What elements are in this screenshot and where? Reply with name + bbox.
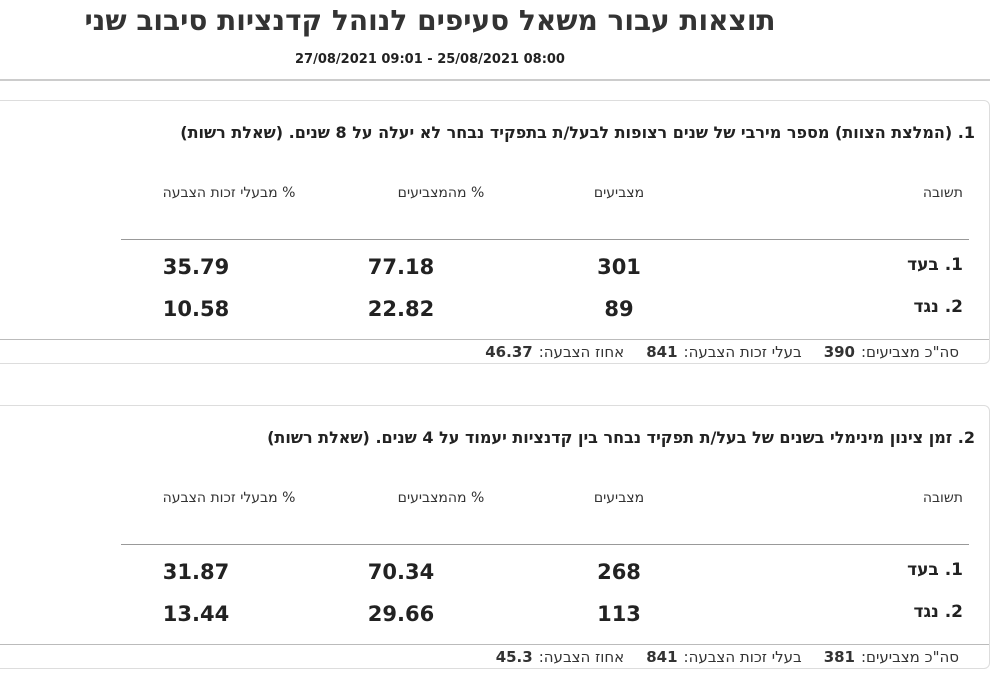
column-header: % מבעלי זכות הצבעה bbox=[162, 490, 296, 506]
total-label: אחוז הצבעה: bbox=[538, 648, 625, 666]
totals: סה"כ מצביעים: 390 בעלי זכות הצבעה: 841 אחוז … bbox=[463, 343, 959, 361]
result-value: 10.58 bbox=[162, 297, 230, 321]
column-header: תשובה bbox=[922, 490, 963, 506]
total-item: אחוז הצבעה: 46.37 bbox=[479, 343, 624, 361]
result-value: 268 bbox=[597, 560, 641, 584]
page-title: תוצאות עבור משאל סעיפים לנוהל קדנציות סי… bbox=[84, 4, 776, 37]
result-value: 29.66 bbox=[367, 602, 435, 626]
total-value: 46.37 bbox=[485, 343, 533, 361]
result-value: 77.18 bbox=[367, 255, 435, 279]
answer: 2. נגד bbox=[913, 602, 963, 622]
total-item: בעלי זכות הצבעה: 841 bbox=[640, 343, 801, 361]
total-item: בעלי זכות הצבעה: 841 bbox=[640, 648, 801, 666]
divider bbox=[0, 79, 990, 81]
question-title: 2. זמן צינון מינימלי בשנים של בעל/ת תפקי… bbox=[267, 428, 975, 447]
question-card: 2. זמן צינון מינימלי בשנים של בעל/ת תפקי… bbox=[0, 405, 990, 669]
column-header: מצביעים bbox=[593, 185, 645, 201]
answer: 2. נגד bbox=[913, 297, 963, 317]
header-rule bbox=[121, 239, 969, 240]
result-value: 13.44 bbox=[162, 602, 230, 626]
total-value: 381 bbox=[823, 648, 855, 666]
column-header: מצביעים bbox=[593, 490, 645, 506]
question-card: 1. (המלצת הצוות) מספר מירבי של שנים רצופ… bbox=[0, 100, 990, 364]
total-value: 390 bbox=[823, 343, 855, 361]
total-value: 841 bbox=[646, 648, 678, 666]
total-label: סה"כ מצביעים: bbox=[861, 648, 959, 666]
total-value: 45.3 bbox=[495, 648, 533, 666]
answer: 1. בעד bbox=[907, 255, 963, 275]
total-label: בעלי זכות הצבעה: bbox=[683, 648, 802, 666]
column-header: % מהמצביעים bbox=[397, 490, 485, 506]
date-range: 27/08/2021 09:01 - 25/08/2021 08:00 bbox=[295, 52, 565, 67]
total-label: בעלי זכות הצבעה: bbox=[683, 343, 802, 361]
column-header: % מבעלי זכות הצבעה bbox=[162, 185, 296, 201]
result-value: 31.87 bbox=[162, 560, 230, 584]
column-header: תשובה bbox=[922, 185, 963, 201]
total-item: אחוז הצבעה: 45.3 bbox=[490, 648, 625, 666]
result-value: 301 bbox=[597, 255, 641, 279]
footer-rule bbox=[0, 644, 989, 645]
total-label: סה"כ מצביעים: bbox=[861, 343, 959, 361]
result-value: 89 bbox=[604, 297, 634, 321]
result-value: 70.34 bbox=[367, 560, 435, 584]
total-item: סה"כ מצביעים: 390 bbox=[818, 343, 959, 361]
result-value: 113 bbox=[597, 602, 641, 626]
total-label: אחוז הצבעה: bbox=[538, 343, 625, 361]
result-value: 22.82 bbox=[367, 297, 435, 321]
question-title: 1. (המלצת הצוות) מספר מירבי של שנים רצופ… bbox=[180, 123, 975, 142]
total-item: סה"כ מצביעים: 381 bbox=[818, 648, 959, 666]
total-value: 841 bbox=[646, 343, 678, 361]
footer-rule bbox=[0, 339, 989, 340]
header-rule bbox=[121, 544, 969, 545]
totals: סה"כ מצביעים: 381 בעלי זכות הצבעה: 841 אחוז … bbox=[474, 648, 959, 666]
answer: 1. בעד bbox=[907, 560, 963, 580]
column-header: % מהמצביעים bbox=[397, 185, 485, 201]
result-value: 35.79 bbox=[162, 255, 230, 279]
